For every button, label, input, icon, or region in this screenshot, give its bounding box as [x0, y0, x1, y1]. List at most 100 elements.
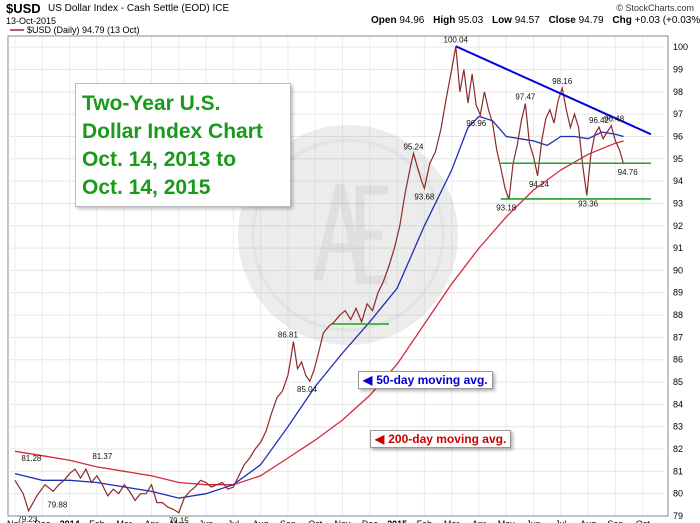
point-annotation: 81.28 [21, 454, 42, 463]
y-tick-label: 94 [673, 176, 683, 186]
y-tick-label: 96 [673, 131, 683, 141]
legend-label-price: $USD (Daily) 94.79 (13 Oct) [27, 25, 140, 35]
y-tick-label: 90 [673, 265, 683, 275]
low-label: Low [491, 15, 512, 26]
title-line-1: Two-Year U.S. [82, 92, 221, 115]
y-tick-label: 87 [673, 332, 683, 342]
point-annotation: 93.36 [578, 199, 599, 208]
plot-frame [7, 35, 669, 517]
x-tick-label: Oct [636, 519, 651, 523]
y-tick-label: 79 [673, 511, 683, 521]
y-tick-label: 91 [673, 243, 683, 253]
y-tick-label: 81 [673, 466, 683, 476]
title-line-3: Oct. 14, 2013 to [82, 148, 237, 171]
x-tick-label: Mar [116, 519, 132, 523]
y-axis-ticks: 79 80 81 82 83 84 85 86 87 88 89 90 91 92 93 94 95 96 97 98… [673, 42, 688, 521]
point-annotation: 95.24 [403, 142, 424, 151]
x-tick-label: Oct [308, 519, 323, 523]
close-label: Close [548, 15, 576, 26]
series-lines [14, 46, 625, 514]
chart-title-box: Two-Year U.S. Dollar Index Chart Oct. 14… [75, 83, 291, 207]
watermark-coin [238, 125, 458, 345]
x-tick-label: Apr [144, 519, 158, 523]
open-label: Open [371, 15, 397, 26]
arrow-left-icon: ◀ [363, 373, 373, 387]
symbol: $USD [6, 1, 41, 16]
y-tick-label: 89 [673, 288, 683, 298]
y-tick-label: 84 [673, 399, 683, 409]
y-tick-label: 88 [673, 310, 683, 320]
x-tick-label: Feb [89, 519, 105, 523]
x-tick-label: Mar [444, 519, 460, 523]
x-tick-label: Aug [253, 519, 269, 523]
chg-value: +0.03 (+0.03%) [634, 15, 700, 26]
y-tick-label: 93 [673, 198, 683, 208]
copyright: © StockCharts.com [616, 3, 694, 13]
high-label: High [433, 15, 456, 26]
point-annotations: 79.23 81.28 79.88 81.37 79.15 86.81 85.04 95.24… [17, 35, 638, 523]
x-tick-label: Nov [334, 519, 351, 523]
point-annotation: 96.48 [604, 115, 625, 124]
y-tick-label: 92 [673, 221, 683, 231]
trendline-trend_up [455, 45, 652, 136]
series-line-ma50 [14, 115, 624, 499]
point-annotation: 79.88 [47, 500, 68, 509]
ohlc-readout: Open 94.96 High 95.03 Low 94.57 Close 94… [371, 15, 700, 26]
x-tick-label: Nov [7, 519, 24, 523]
x-tick-label: 2014 [60, 519, 80, 523]
x-tick-label: Jul [555, 519, 567, 523]
point-annotation: 86.81 [278, 331, 299, 340]
x-tick-label: May [170, 519, 188, 523]
point-annotation: 79.15 [169, 517, 190, 523]
chart-header: $USD US Dollar Index - Cash Settle (EOD)… [0, 0, 700, 36]
y-tick-label: 82 [673, 444, 683, 454]
y-tick-label: 100 [673, 42, 688, 52]
point-annotation: 96.96 [466, 119, 487, 128]
point-annotation: 85.04 [297, 385, 318, 394]
chart-date: 13-Oct-2015 [6, 16, 57, 26]
symbol-description: US Dollar Index - Cash Settle (EOD) ICE [48, 3, 230, 14]
y-tick-label: 80 [673, 489, 683, 499]
x-tick-label: Sep [607, 519, 623, 523]
series-line-ma200 [14, 140, 624, 486]
high-value: 95.03 [458, 15, 484, 26]
arrow-left-icon: ◀ [375, 432, 385, 446]
ma50-callout: ◀ 50-day moving avg. [358, 371, 493, 389]
point-annotation: 94.24 [529, 180, 550, 189]
y-tick-label: 98 [673, 87, 683, 97]
point-annotation: 94.76 [618, 168, 639, 177]
x-tick-label: Jul [228, 519, 240, 523]
y-tick-label: 99 [673, 64, 683, 74]
x-tick-label: Dec [34, 519, 51, 523]
point-annotation: 96.42 [589, 116, 610, 125]
series-legend: $USD (Daily) 94.79 (13 Oct) [10, 25, 140, 35]
x-tick-label: Jun [526, 519, 541, 523]
title-line-2: Dollar Index Chart [82, 120, 263, 143]
x-tick-label: Feb [417, 519, 433, 523]
x-tick-label: Apr [472, 519, 486, 523]
point-annotation: 81.37 [92, 452, 113, 461]
title-line-4: Oct. 14, 2015 [82, 176, 211, 199]
x-tick-label: May [498, 519, 516, 523]
trendlines [331, 45, 652, 325]
point-annotation: 93.68 [414, 192, 435, 201]
x-tick-label: 2015 [387, 519, 407, 523]
x-axis-ticks: Nov Dec 2014 Feb Mar Apr May Jun Jul Aug Sep Oct Nov… [7, 519, 650, 523]
ma200-callout: ◀ 200-day moving avg. [370, 430, 512, 448]
chg-label: Chg [612, 15, 632, 26]
y-tick-label: 85 [673, 377, 683, 387]
y-tick-label: 83 [673, 422, 683, 432]
point-annotation: 97.47 [515, 93, 536, 102]
y-tick-label: 97 [673, 109, 683, 119]
x-tick-label: Aug [580, 519, 596, 523]
point-annotation: 100.04 [444, 35, 469, 44]
point-annotation: 79.23 [17, 515, 38, 523]
open-value: 94.96 [399, 15, 425, 26]
ma50-callout-label: 50-day moving avg. [376, 373, 488, 387]
y-tick-label: 95 [673, 154, 683, 164]
series-line-price [14, 46, 625, 514]
low-value: 94.57 [514, 15, 540, 26]
x-tick-label: Sep [280, 519, 296, 523]
x-tick-label: Jun [199, 519, 214, 523]
